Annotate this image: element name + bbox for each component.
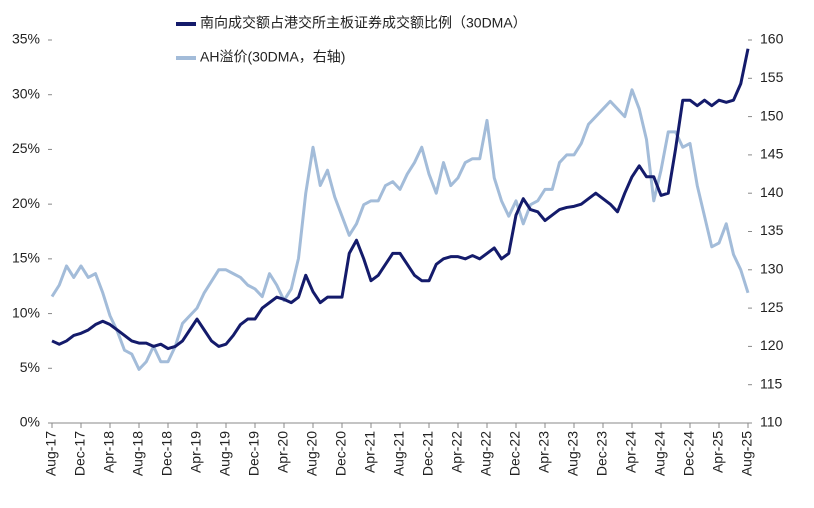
legend-label: AH溢价(30DMA，右轴): [200, 49, 345, 65]
x-tick-label: Dec-17: [72, 431, 88, 476]
x-tick-label: Dec-22: [507, 431, 523, 476]
y-tick-label: 30%: [12, 85, 40, 101]
x-tick-label: Aug-24: [652, 431, 668, 476]
y2-tick-label: 130: [760, 261, 784, 277]
x-tick-label: Aug-22: [478, 431, 494, 476]
x-tick-label: Dec-18: [159, 431, 175, 476]
y2-tick-label: 115: [760, 375, 783, 391]
y2-tick-label: 120: [760, 337, 784, 353]
x-tick-label: Apr-24: [623, 431, 639, 473]
y2-tick-label: 135: [760, 222, 784, 238]
y-tick-label: 35%: [12, 31, 40, 47]
x-tick-label: Aug-18: [130, 431, 146, 476]
y2-tick-label: 150: [760, 107, 784, 123]
y2-tick-label: 155: [760, 69, 784, 85]
y-tick-label: 10%: [12, 304, 40, 320]
x-tick-label: Aug-19: [217, 431, 233, 476]
x-tick-label: Aug-25: [739, 431, 755, 476]
x-tick-label: Dec-19: [246, 431, 262, 476]
series-line: [51, 48, 750, 351]
x-tick-label: Dec-20: [333, 431, 349, 476]
x-tick-label: Apr-23: [536, 431, 552, 473]
x-tick-label: Apr-18: [101, 431, 117, 473]
y2-tick-label: 110: [760, 414, 783, 430]
y-tick-label: 0%: [20, 414, 40, 430]
y-tick-label: 20%: [12, 195, 40, 211]
x-tick-label: Aug-17: [43, 431, 59, 476]
y-tick-label: 15%: [12, 250, 40, 266]
x-tick-label: Apr-22: [449, 431, 465, 473]
y2-tick-label: 160: [760, 31, 784, 47]
x-tick-label: Dec-24: [681, 431, 697, 476]
y-tick-label: 5%: [20, 359, 40, 375]
series-line: [50, 88, 750, 371]
x-tick-label: Aug-23: [565, 431, 581, 476]
x-tick-label: Apr-21: [362, 431, 378, 473]
x-tick-label: Aug-20: [304, 431, 320, 476]
x-tick-label: Apr-20: [275, 431, 291, 473]
legend-label: 南向成交额占港交所主板证券成交额比例（30DMA）: [200, 15, 527, 31]
y2-tick-label: 145: [760, 146, 784, 162]
x-tick-label: Apr-19: [188, 431, 204, 473]
y2-tick-label: 125: [760, 299, 784, 315]
y-tick-label: 25%: [12, 140, 40, 156]
x-tick-label: Apr-25: [710, 431, 726, 473]
x-tick-label: Dec-23: [594, 431, 610, 476]
x-tick-label: Aug-21: [391, 431, 407, 476]
y2-tick-label: 140: [760, 184, 784, 200]
x-tick-label: Dec-21: [420, 431, 436, 476]
